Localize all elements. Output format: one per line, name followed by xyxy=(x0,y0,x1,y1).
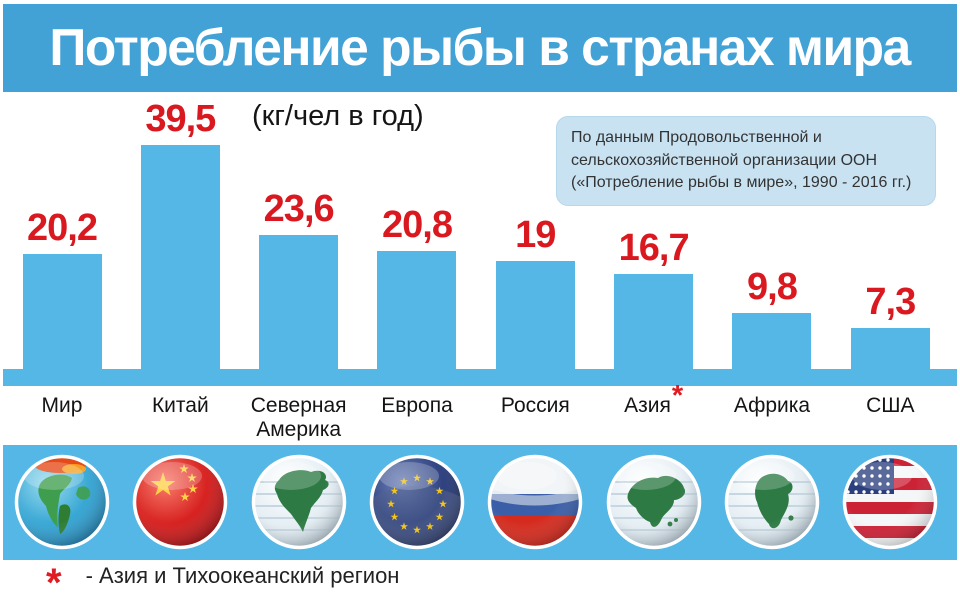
north-america-globe-icon xyxy=(251,454,347,550)
units-subtitle: (кг/чел в год) xyxy=(252,100,424,132)
bar-label: Китай xyxy=(151,394,209,417)
source-note-box: По данным Продовольственной и сельскохоз… xyxy=(556,116,936,207)
bar-label: Азия* xyxy=(624,380,684,418)
footnote: * - Азия и Тихоокеанский регион xyxy=(46,560,400,594)
page-title: Потребление рыбы в странах мира xyxy=(49,19,912,77)
asterisk-icon: * xyxy=(671,380,684,412)
bar-label: Мир xyxy=(41,394,83,417)
eu-flag-globe-icon xyxy=(369,454,465,550)
bar xyxy=(496,261,575,386)
bar-label: Африка xyxy=(733,394,811,417)
usa-flag-globe-icon xyxy=(842,454,938,550)
bar-value: 9,8 xyxy=(747,266,798,308)
bar xyxy=(851,328,930,386)
source-note-line: По данным Продовольственной и xyxy=(571,129,822,146)
bar xyxy=(141,145,220,386)
bar xyxy=(259,235,338,386)
bar-label: Европа xyxy=(381,394,453,417)
bar-value: 39,5 xyxy=(145,98,216,140)
bar-label: Северная Америка xyxy=(250,394,347,441)
bar xyxy=(614,274,693,386)
bar-label: Россия xyxy=(500,394,570,417)
bar xyxy=(23,254,102,386)
bar-value: 23,6 xyxy=(263,188,335,230)
source-note-line: («Потребление рыбы в мире», 1990 - 2016 … xyxy=(571,174,912,192)
africa-globe-icon xyxy=(724,454,820,550)
world-globe-icon xyxy=(14,454,110,550)
bar-value: 7,3 xyxy=(865,281,916,323)
china-flag-globe-icon xyxy=(132,454,228,550)
header-bar: Потребление рыбы в странах мира xyxy=(3,4,957,92)
bar-value: 20,2 xyxy=(27,207,98,249)
bar-label: США xyxy=(866,394,915,417)
asia-globe-icon xyxy=(606,454,702,550)
bar-value: 16,7 xyxy=(618,227,690,269)
bar xyxy=(732,313,811,386)
russia-flag-globe-icon xyxy=(487,454,583,550)
chart-baseline xyxy=(3,369,957,386)
bar-value: 20,8 xyxy=(382,204,453,246)
bar-value: 19 xyxy=(515,214,556,256)
bar xyxy=(377,251,456,386)
footnote-text: - Азия и Тихоокеанский регион xyxy=(85,562,400,588)
source-note-line: сельскохозяйственной организации ООН xyxy=(571,151,878,169)
